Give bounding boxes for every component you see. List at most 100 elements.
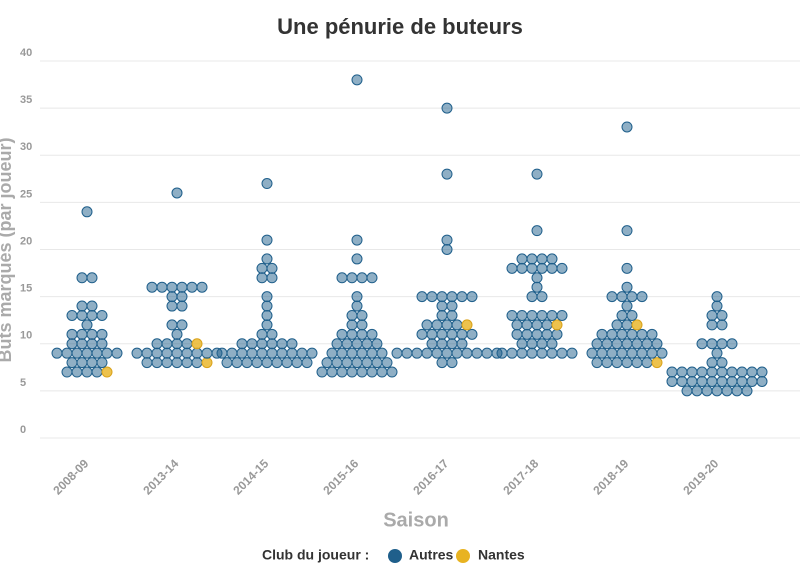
dot [621,319,633,331]
dot [256,328,268,340]
dot [371,357,383,369]
dot [611,357,623,369]
dot [101,366,113,378]
dot [66,309,78,321]
dot [441,234,453,246]
dot [411,347,423,359]
dot [531,328,543,340]
dot [181,357,193,369]
dot [436,300,448,312]
dot [336,347,348,359]
dot [526,262,538,274]
dot [236,338,248,350]
dot [86,338,98,350]
dot [261,319,273,331]
dot [466,291,478,303]
dot [531,272,543,284]
dot [621,262,633,274]
dot [366,328,378,340]
dot [171,187,183,199]
dot [711,347,723,359]
y-tick-label: 5 [20,377,26,389]
dot [166,281,178,293]
dot [156,281,168,293]
dot [531,281,543,293]
dot [216,347,228,359]
dot [536,309,548,321]
dot [376,347,388,359]
dot [351,338,363,350]
dot [716,366,728,378]
dot [286,338,298,350]
dot [176,300,188,312]
dot [346,366,358,378]
dot [681,385,693,397]
dot [706,319,718,331]
dot [346,319,358,331]
dot [266,338,278,350]
dot [726,338,738,350]
dot [711,291,723,303]
dot [176,319,188,331]
dot [706,357,718,369]
dot [256,272,268,284]
dot [726,366,738,378]
dot [536,291,548,303]
dot [516,309,528,321]
dot [456,328,468,340]
dot [441,102,453,114]
dot [191,347,203,359]
dot [356,272,368,284]
dot [276,347,288,359]
dot [381,357,393,369]
x-tick-label: 2015-16 [320,456,361,497]
dot [86,272,98,284]
dot [526,253,538,265]
dot [431,319,443,331]
dot [516,262,528,274]
dot [686,375,698,387]
dot [81,347,93,359]
y-tick-label: 25 [20,188,32,200]
dot [516,338,528,350]
dot [726,375,738,387]
dot [386,366,398,378]
y-tick-label: 40 [20,47,32,59]
dot [356,347,368,359]
dot [446,357,458,369]
dot [261,291,273,303]
dot [516,347,528,359]
y-tick-label: 35 [20,94,32,106]
dot [61,366,73,378]
dot [401,347,413,359]
dot [616,309,628,321]
dot [436,291,448,303]
dot [626,328,638,340]
dot [556,309,568,321]
y-axis-label: Buts marqués (par joueur) [0,137,15,362]
dot [446,291,458,303]
dot [336,328,348,340]
dot [601,357,613,369]
dot [556,347,568,359]
dot [756,366,768,378]
dot [451,347,463,359]
dot [271,357,283,369]
dot [81,366,93,378]
dot [606,328,618,340]
dot [266,347,278,359]
dot [316,366,328,378]
dot [586,347,598,359]
dot [481,347,493,359]
dot [541,328,553,340]
dot [346,347,358,359]
dot [541,319,553,331]
dot [756,375,768,387]
dot [246,347,258,359]
dot [351,291,363,303]
dot [161,357,173,369]
dot [376,366,388,378]
dot [276,338,288,350]
dot [366,366,378,378]
